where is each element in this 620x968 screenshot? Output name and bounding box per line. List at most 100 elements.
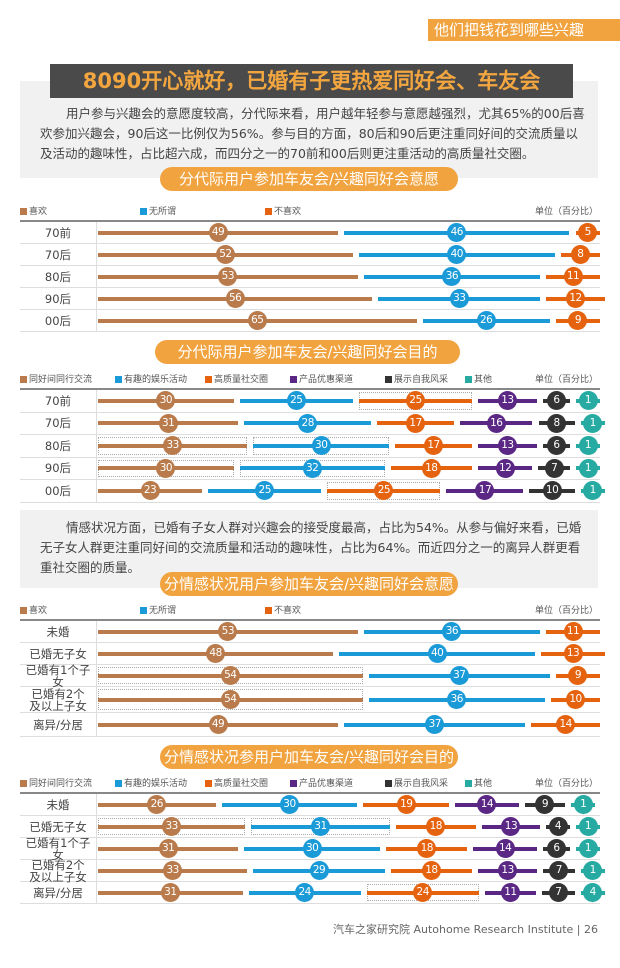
data-label: 18	[426, 817, 446, 836]
data-label: 18	[421, 861, 441, 880]
data-label: 12	[495, 458, 515, 478]
data-label: 1	[578, 458, 598, 478]
legend-item: 高质量社交圈	[205, 776, 268, 789]
legend-swatch	[385, 376, 392, 383]
data-label: 36	[447, 690, 467, 709]
page-title: 8090开心就好，已婚有子更热爱同好会、车友会	[50, 64, 573, 98]
data-label: 14	[495, 839, 515, 858]
footer-credit: 汽车之家研究院 Autohome Research Institute | 26	[332, 923, 598, 936]
table-row: 已婚有1个子女 54 37 9	[20, 664, 600, 688]
header-rule	[20, 619, 600, 621]
table-row: 80后 33 30 17 13 6 1	[20, 435, 600, 458]
data-label: 1	[573, 795, 593, 814]
chart: 喜欢 无所谓 不喜欢 单位（百分比） 未婚 53 36 11 已婚无子女 48 40 13 已婚有1个子…	[20, 603, 605, 737]
data-label: 54	[220, 690, 240, 709]
data-label: 36	[442, 622, 462, 641]
table-row: 已婚有2个 及以上子女 54 36 10	[20, 687, 600, 713]
row-label: 已婚无子女	[20, 643, 97, 664]
data-label: 24	[295, 883, 315, 902]
header-rule	[20, 388, 600, 390]
row-label: 00后	[20, 310, 97, 331]
data-label: 1	[578, 817, 598, 836]
data-label: 5	[578, 223, 598, 242]
data-label: 25	[255, 481, 275, 501]
legend-swatch	[465, 780, 472, 787]
legend-swatch	[20, 208, 27, 215]
data-label: 25	[405, 391, 425, 411]
legend-label: 产品优惠渠道	[299, 779, 354, 789]
data-label: 11	[563, 622, 583, 641]
legend-label: 展示自我风采	[394, 779, 449, 789]
legend-item: 不喜欢	[265, 603, 301, 616]
chart: 同好间同行交流 有趣的娱乐活动 高质量社交圈 产品优惠渠道 展示自我风采 其他 单位（百分比…	[20, 776, 605, 904]
table-row: 已婚有1个子女 31 30 18 14 6 1	[20, 837, 600, 861]
data-label: 9	[535, 795, 555, 814]
data-label: 31	[310, 817, 330, 836]
legend-item: 不喜欢	[265, 204, 301, 217]
unit-label: 单位（百分比）	[534, 606, 598, 616]
table-row: 70后 31 28 17 16 8 1	[20, 412, 605, 435]
legend-item: 同好间同行交流	[20, 372, 92, 385]
legend-swatch	[115, 376, 122, 383]
data-label: 54	[220, 666, 240, 685]
data-label: 7	[548, 883, 568, 902]
data-label: 7	[549, 861, 569, 880]
chart: 同好间同行交流 有趣的娱乐活动 高质量社交圈 产品优惠渠道 展示自我风采 其他 单位（百分比…	[20, 372, 605, 503]
data-label: 31	[158, 839, 178, 858]
row-label: 未婚	[20, 621, 97, 642]
data-label: 33	[449, 289, 469, 308]
row-label: 90后	[20, 457, 97, 479]
data-label: 53	[218, 267, 238, 286]
legend-item: 同好间同行交流	[20, 776, 92, 789]
legend-label: 同好间同行交流	[29, 375, 93, 385]
legend: 喜欢 无所谓 不喜欢 单位（百分比）	[20, 204, 600, 218]
table-row: 已婚无子女 33 31 18 13 4 1	[20, 816, 600, 838]
legend-item: 产品优惠渠道	[290, 372, 353, 385]
unit-label: 单位（百分比）	[534, 375, 598, 385]
data-label: 1	[578, 391, 598, 411]
data-label: 30	[156, 391, 176, 411]
legend-label: 其他	[474, 375, 493, 385]
marital-paragraph: 情感状况方面，已婚有子女人群对兴趣会的接受度最高，占比为54%。从参与偏好来看，…	[40, 520, 582, 575]
legend-swatch	[385, 780, 392, 787]
row-label: 已婚有1个子女	[20, 664, 97, 688]
table-row: 未婚 26 30 19 14 9 1	[20, 794, 600, 816]
data-label: 17	[406, 413, 426, 433]
row-label: 已婚有2个 及以上子女	[20, 859, 97, 883]
data-label: 33	[163, 861, 183, 880]
data-label: 26	[147, 795, 167, 814]
data-label: 16	[486, 413, 506, 433]
header-rule	[20, 220, 600, 222]
data-label: 18	[421, 458, 441, 478]
legend-item: 高质量社交圈	[205, 372, 268, 385]
row-label: 00后	[20, 480, 97, 502]
legend-item: 有趣的娱乐活动	[115, 776, 187, 789]
row-label: 80后	[20, 266, 97, 287]
header-rule	[20, 792, 600, 794]
legend-swatch	[290, 780, 297, 787]
table-row: 70前 49 46 5	[20, 222, 600, 244]
legend-label: 展示自我风采	[394, 375, 449, 385]
chart-title: 分代际用户参加车友会/兴趣同好会目的	[155, 340, 460, 364]
row-label: 70前	[20, 222, 97, 243]
legend-swatch	[290, 376, 297, 383]
data-label: 13	[498, 861, 518, 880]
row-label: 70后	[20, 244, 97, 265]
data-label: 40	[427, 644, 447, 663]
data-label: 46	[447, 223, 467, 242]
data-label: 36	[442, 267, 462, 286]
data-label: 23	[140, 481, 160, 501]
data-label: 52	[215, 245, 235, 264]
row-label: 离异/分居	[20, 713, 97, 736]
legend-item: 无所谓	[140, 204, 176, 217]
legend-item: 有趣的娱乐活动	[115, 372, 187, 385]
data-label: 37	[425, 715, 445, 734]
data-label: 8	[547, 413, 567, 433]
section-tag: 他们把钱花到哪些兴趣	[428, 19, 620, 41]
table-row: 已婚有2个 及以上子女 33 29 18 13 7 1	[20, 859, 605, 883]
legend-swatch	[20, 607, 27, 614]
legend: 喜欢 无所谓 不喜欢 单位（百分比）	[20, 603, 600, 617]
legend-label: 产品优惠渠道	[299, 375, 354, 385]
data-label: 11	[563, 267, 583, 286]
data-label: 7	[544, 458, 564, 478]
